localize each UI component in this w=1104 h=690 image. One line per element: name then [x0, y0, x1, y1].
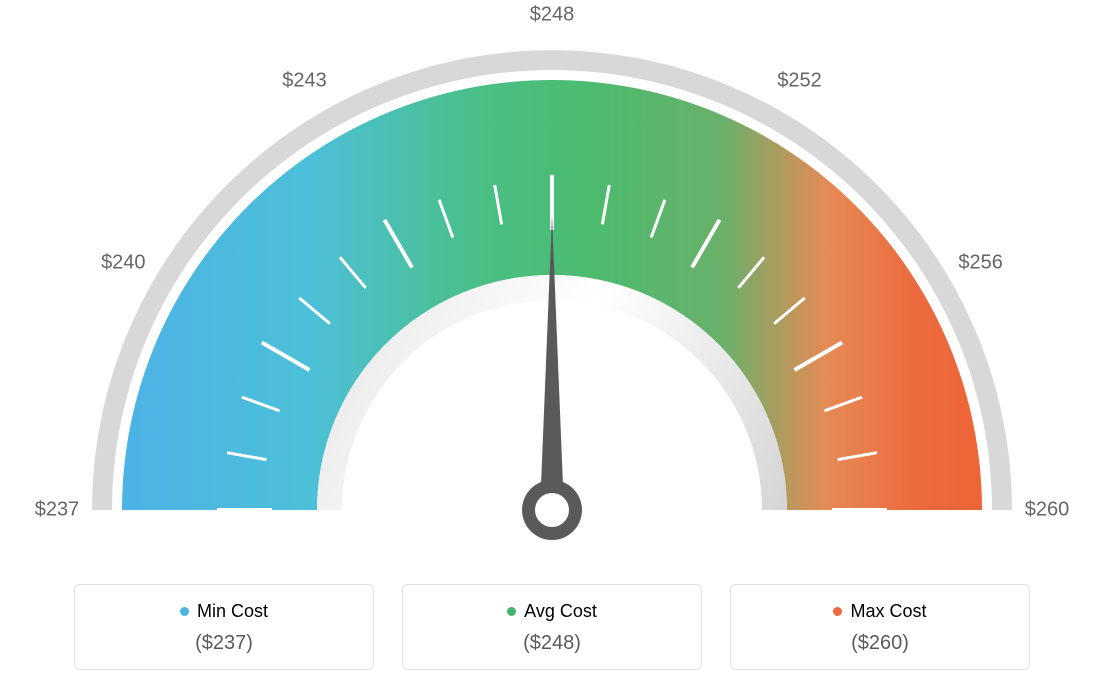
gauge-chart: $237 $240 $243 $248 $252 $256 $260: [0, 0, 1104, 560]
gauge-tick-label: $252: [777, 70, 822, 93]
legend-title-text: Max Cost: [850, 601, 926, 622]
gauge-tick-label: $237: [35, 499, 80, 522]
gauge-tick-label: $243: [282, 70, 327, 93]
legend-title-text: Min Cost: [197, 601, 268, 622]
legend-row: Min Cost ($237) Avg Cost ($248) Max Cost…: [0, 584, 1104, 670]
legend-title-avg: Avg Cost: [507, 601, 597, 622]
legend-title-max: Max Cost: [833, 601, 926, 622]
gauge-svg: [0, 0, 1104, 560]
gauge-tick-label: $240: [101, 251, 146, 274]
gauge-tick-label: $256: [958, 251, 1003, 274]
legend-card-min: Min Cost ($237): [74, 584, 374, 670]
legend-value-max: ($260): [741, 632, 1019, 655]
legend-title-min: Min Cost: [180, 601, 268, 622]
legend-value-avg: ($248): [413, 632, 691, 655]
dot-icon: [180, 607, 189, 616]
dot-icon: [507, 607, 516, 616]
legend-title-text: Avg Cost: [524, 601, 597, 622]
legend-value-min: ($237): [85, 632, 363, 655]
gauge-tick-label: $248: [530, 4, 575, 27]
gauge-tick-label: $260: [1025, 499, 1070, 522]
dot-icon: [833, 607, 842, 616]
legend-card-max: Max Cost ($260): [730, 584, 1030, 670]
legend-card-avg: Avg Cost ($248): [402, 584, 702, 670]
